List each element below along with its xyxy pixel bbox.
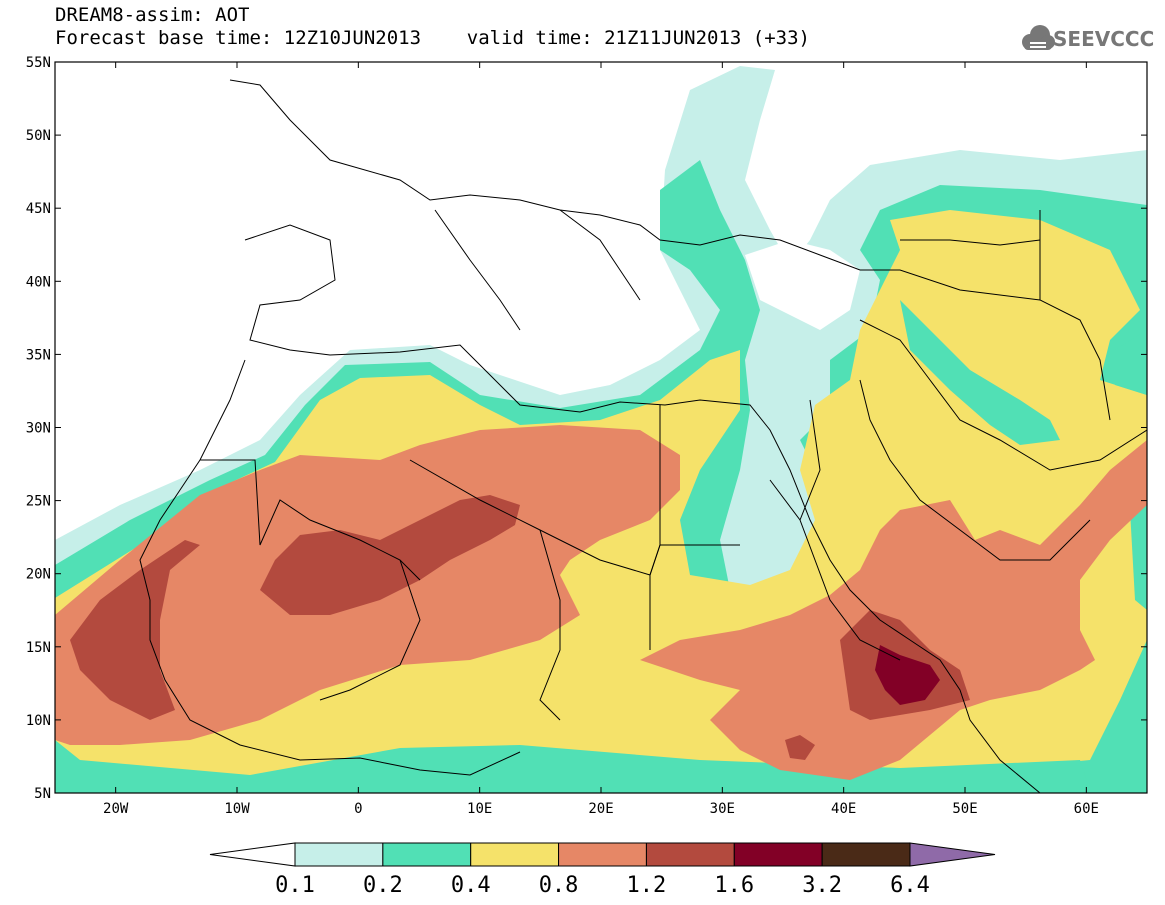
- lat-tick-label: 25N: [26, 494, 51, 510]
- lon-tick-label: 10E: [467, 801, 492, 817]
- colorbar-under-triangle: [209, 842, 296, 867]
- lon-tick-label: 50E: [952, 801, 977, 817]
- lon-tick-label: 60E: [1074, 801, 1099, 817]
- logo-text: SEEVCCC: [1053, 27, 1155, 51]
- colorbar-level-label: 0.2: [363, 873, 403, 898]
- lat-tick-label: 40N: [26, 274, 51, 290]
- lat-tick-label: 5N: [34, 786, 51, 802]
- colorbar-box: [733, 842, 823, 867]
- latitude-axis: 55N 50N 45N 40N 35N 30N 25N 20N 15N 10N 5N: [26, 55, 1147, 802]
- colorbar-level-label: 0.4: [451, 873, 491, 898]
- colorbar-box: [294, 842, 384, 867]
- colorbar-level-label: 6.4: [890, 873, 930, 898]
- aot-clear-region: [745, 240, 860, 330]
- colorbar-level-label: 0.1: [275, 873, 315, 898]
- lon-tick-label: 20E: [588, 801, 613, 817]
- lat-tick-label: 50N: [26, 128, 51, 144]
- lat-tick-label: 30N: [26, 421, 51, 437]
- aot-level-0.2-inner: [55, 300, 1147, 793]
- colorbar-box: [382, 842, 472, 867]
- lat-tick-label: 35N: [26, 347, 51, 363]
- colorbar-box: [821, 842, 911, 867]
- colorbar-over-triangle: [909, 842, 996, 867]
- longitude-axis: 20W 10W 0 10E 20E 30E 40E 50E 60E: [103, 62, 1099, 817]
- map-title: DREAM8-assim: AOT: [55, 4, 250, 26]
- colorbar-level-label: 0.8: [539, 873, 579, 898]
- lon-tick-label: 30E: [710, 801, 735, 817]
- lon-tick-label: 40E: [831, 801, 856, 817]
- lon-tick-label: 20W: [103, 801, 129, 817]
- colorbar-box: [470, 842, 560, 867]
- colorbar-level-label: 1.6: [714, 873, 754, 898]
- coastlines-and-borders: [139, 79, 1147, 793]
- lat-tick-label: 55N: [26, 55, 51, 71]
- colorbar-level-label: 3.2: [802, 873, 842, 898]
- lon-tick-label: 10W: [224, 801, 250, 817]
- forecast-times: Forecast base time: 12Z10JUN2013 valid t…: [55, 27, 810, 49]
- colorbar-box: [558, 842, 647, 867]
- lat-tick-label: 15N: [26, 640, 51, 656]
- lat-tick-label: 10N: [26, 713, 51, 729]
- aot-level-1.6: [875, 645, 940, 705]
- seevccc-logo: [1022, 25, 1055, 50]
- colorbar-box: [645, 842, 735, 867]
- lon-tick-label: 0: [354, 801, 362, 817]
- lat-tick-label: 45N: [26, 201, 51, 217]
- colorbar-level-label: 1.2: [627, 873, 667, 898]
- lat-tick-label: 20N: [26, 567, 51, 583]
